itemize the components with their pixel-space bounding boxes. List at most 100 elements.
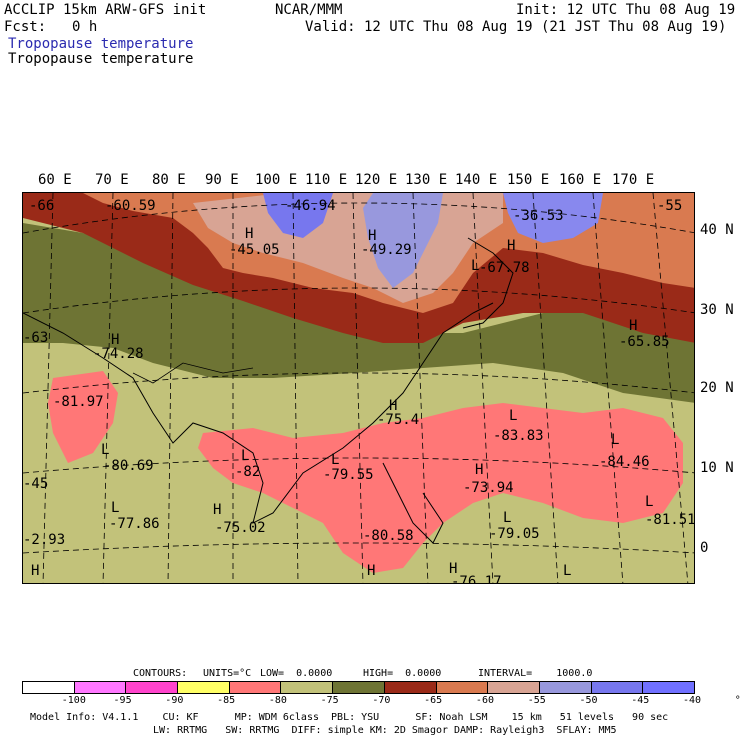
- latitude-label: 40 N: [700, 222, 734, 238]
- colorbar-swatch: [436, 682, 489, 693]
- colorbar-swatch: [591, 682, 644, 693]
- high-marker: H: [31, 563, 40, 579]
- temperature-field: [23, 193, 694, 583]
- high-marker: H: [507, 238, 516, 254]
- field-name-primary: Tropopause temperature: [8, 36, 194, 52]
- colorbar-tick-label: -90: [165, 695, 184, 706]
- colorbar-swatch: [178, 682, 230, 693]
- temperature-value: -77.86: [109, 516, 160, 532]
- colorbar-swatch: [229, 682, 282, 693]
- low-marker: L: [611, 432, 620, 448]
- low-marker: L: [509, 408, 518, 424]
- init-time: Init: 12 UTC Thu 08 Aug 19: [516, 2, 736, 18]
- colorbar-tick-label: -50: [579, 695, 598, 706]
- temperature-value: -76.17: [451, 574, 502, 584]
- longitude-label: 60 E: [38, 172, 72, 188]
- temperature-value: -82: [235, 464, 261, 480]
- temperature-value: -81.97: [53, 394, 104, 410]
- colorbar-swatch: [539, 682, 592, 693]
- org-label: NCAR/MMM: [275, 2, 343, 18]
- colorbar-swatch: [333, 682, 385, 693]
- temperature-value: -79.05: [489, 526, 540, 542]
- temperature-value: -75.4: [377, 412, 420, 428]
- longitude-label: 120 E: [355, 172, 398, 188]
- field-name-secondary: Tropopause temperature: [8, 51, 194, 67]
- high-marker: H: [111, 332, 120, 348]
- high-marker: H: [449, 561, 458, 577]
- colorbar-swatch: [281, 682, 334, 693]
- colorbar-tick-label: -100: [61, 695, 86, 706]
- colorbar-tick-label: -40: [683, 695, 702, 706]
- colorbar-swatch: [23, 682, 75, 693]
- colorbar-tick-label: -55: [527, 695, 546, 706]
- low-marker: L: [331, 452, 340, 468]
- temperature-value: -79.55: [323, 467, 374, 483]
- high-marker: H: [389, 398, 398, 414]
- colorbar-tick-label: °C: [734, 695, 740, 706]
- longitude-label: 90 E: [205, 172, 239, 188]
- fcst-value: 0 h: [72, 19, 98, 35]
- longitude-label: 170 E: [612, 172, 655, 188]
- colorbar-swatch: [126, 682, 179, 693]
- low-marker: L: [563, 563, 572, 579]
- high-marker: H: [245, 226, 254, 242]
- colorbar-swatch: [643, 682, 694, 693]
- temperature-value: -74.28: [93, 346, 144, 362]
- low-marker: L: [471, 258, 480, 274]
- temperature-value: -75.02: [215, 520, 266, 536]
- colorbar-tick-label: -95: [113, 695, 132, 706]
- valid-time: Valid: 12 UTC Thu 08 Aug 19 (21 JST Thu …: [305, 19, 727, 35]
- longitude-label: 150 E: [507, 172, 550, 188]
- colorbar-tick-label: -60: [475, 695, 494, 706]
- colorbar-tick-label: -75: [320, 695, 339, 706]
- map-panel: -66 -60.59 -46.94 -36.53 -55 H -45.05 H -49.29 H L…: [22, 192, 695, 584]
- longitude-label: 130 E: [405, 172, 448, 188]
- temperature-value: -66: [29, 198, 55, 214]
- temperature-value: -46.94: [285, 198, 336, 214]
- high-marker: H: [629, 318, 638, 334]
- temperature-value: -55: [657, 198, 683, 214]
- colorbar-tick-label: -65: [424, 695, 443, 706]
- low-marker: L: [111, 500, 120, 516]
- latitude-label: 20 N: [700, 380, 734, 396]
- temperature-value: -67.78: [479, 260, 530, 276]
- high-marker: H: [213, 502, 222, 518]
- colorbar-tick-label: -85: [217, 695, 236, 706]
- temperature-value: -2.93: [23, 532, 66, 548]
- fcst-label: Fcst:: [4, 19, 47, 35]
- temperature-value: -60.59: [105, 198, 156, 214]
- colorbar-tick-label: -45: [631, 695, 650, 706]
- temperature-value: -80.58: [363, 528, 414, 544]
- low-marker: L: [241, 448, 250, 464]
- colorbar-tick-label: -70: [372, 695, 391, 706]
- temperature-value: -65.85: [619, 334, 670, 350]
- low-marker: L: [101, 442, 110, 458]
- low-marker: L: [645, 494, 654, 510]
- contours-label: CONTOURS:: [133, 668, 188, 679]
- longitude-label: 80 E: [152, 172, 186, 188]
- longitude-label: 160 E: [559, 172, 602, 188]
- temperature-value: -49.29: [361, 242, 412, 258]
- longitude-label: 110 E: [305, 172, 348, 188]
- latitude-label: 10 N: [700, 460, 734, 476]
- high-label: HIGH= 0.0000: [363, 668, 442, 679]
- colorbar-swatch: [384, 682, 437, 693]
- longitude-label: 70 E: [95, 172, 129, 188]
- colorbar: [22, 681, 695, 694]
- latitude-label: 0: [700, 540, 709, 556]
- longitude-label: 140 E: [455, 172, 498, 188]
- model-info-line2: LW: RRTMG SW: RRTMG DIFF: simple KM: 2D …: [153, 725, 617, 736]
- temperature-value: -36.53: [513, 208, 564, 224]
- low-marker: L: [503, 510, 512, 526]
- longitude-label: 100 E: [255, 172, 298, 188]
- colorbar-swatch: [74, 682, 127, 693]
- temperature-value: -45.05: [229, 242, 280, 258]
- colorbar-tick-label: -80: [268, 695, 287, 706]
- high-marker: H: [475, 462, 484, 478]
- high-marker: H: [367, 563, 376, 579]
- latitude-label: 30 N: [700, 302, 734, 318]
- temperature-value: -83.83: [493, 428, 544, 444]
- temperature-value: -45: [23, 476, 49, 492]
- units-label: UNITS=°C: [203, 668, 252, 679]
- temperature-value: -73.94: [463, 480, 514, 496]
